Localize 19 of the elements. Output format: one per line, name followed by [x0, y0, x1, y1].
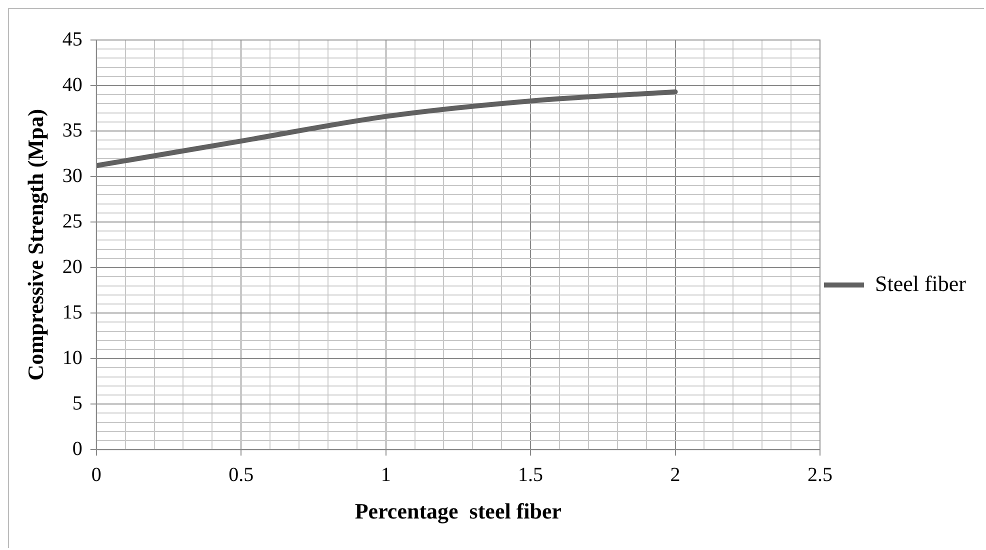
y-tick-label: 10 [62, 346, 82, 369]
x-tick-label: 1.5 [518, 464, 544, 486]
y-tick-label: 25 [62, 210, 82, 232]
x-tick-label: 1 [380, 464, 391, 486]
y-tick-label: 0 [72, 438, 82, 460]
x-tick-label: 2.5 [807, 464, 832, 486]
y-tick-label: 30 [62, 164, 82, 187]
y-tick-label: 5 [72, 392, 82, 414]
y-tick-label: 35 [62, 119, 82, 142]
y-tick-label: 15 [62, 301, 82, 324]
legend-label: Steel fiber [874, 270, 967, 296]
x-tick-label: 2 [670, 464, 680, 486]
x-tick-label: 0.5 [228, 464, 254, 486]
y-tick-label: 40 [62, 74, 82, 96]
y-tick-label: 45 [62, 28, 82, 50]
x-axis-title: Percentage steel fiber [354, 498, 562, 524]
x-tick-label: 0 [91, 464, 102, 486]
y-axis-title: Compressive Strength (Mpa) [22, 108, 48, 381]
y-tick-label: 20 [62, 256, 82, 278]
